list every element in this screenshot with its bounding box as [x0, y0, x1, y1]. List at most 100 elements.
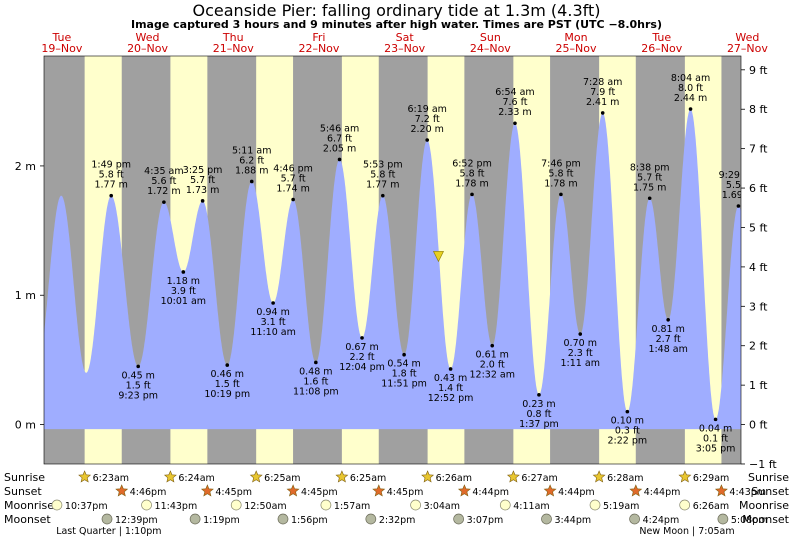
moonrise-icon [410, 499, 421, 511]
moonrise-icon [499, 499, 511, 511]
moonset-icon [101, 513, 113, 525]
moonrise-icon [230, 499, 242, 511]
low-tide-label: 1:48 am [648, 344, 687, 355]
low-tide-label: 0.61 m [476, 350, 509, 361]
high-tide-label: 2.20 m [410, 124, 443, 135]
high-tide-label: 6.2 ft [239, 155, 264, 166]
tide-point [314, 360, 318, 365]
high-tide-label: 1.75 m [633, 182, 666, 193]
tide-point [136, 364, 140, 369]
y-tick-label-right: 0 ft [749, 419, 768, 432]
tide-point [600, 111, 605, 115]
low-tide-label: 3.1 ft [261, 317, 286, 328]
sunset-row-label-right: Sunset [751, 485, 789, 498]
high-tide-label: 7:46 pm [541, 158, 581, 169]
tide-point [200, 199, 205, 203]
sunset-icon [543, 484, 557, 497]
low-tide-label: 0.43 m [434, 373, 467, 384]
low-tide-label: 1:37 pm [519, 419, 559, 430]
sunrise-time: 6:29am [693, 473, 729, 484]
low-tide-label: 3.9 ft [171, 286, 196, 297]
current-level-marker [433, 251, 444, 263]
sunrise-icon [506, 470, 520, 483]
sunrise-icon [335, 470, 349, 483]
moonrise-row-label-right: Moonrise [739, 499, 789, 512]
high-tide-label: 4:35 am [144, 166, 183, 177]
moonset-icon [541, 513, 552, 525]
high-tide-label: 1.78 m [455, 178, 488, 189]
y-tick-label-right: 3 ft [749, 300, 768, 313]
moonrise-time: 3:04am [424, 501, 460, 512]
tide-point [559, 192, 563, 197]
moonrise-time: 6:26am [693, 501, 729, 512]
high-tide-label: 4:46 pm [273, 164, 313, 175]
low-tide-label: 11:10 am [250, 327, 295, 338]
moonrise-time: 1:57am [334, 501, 370, 512]
chart-title: Oceanside Pier: falling ordinary tide at… [192, 1, 601, 20]
high-tide-label: 5:53 pm [363, 160, 403, 171]
low-tide-label: 10:19 pm [204, 389, 250, 400]
low-tide-label: 12:04 pm [339, 362, 385, 373]
high-tide-label: 1.73 m [186, 185, 219, 196]
moonrise-icon [141, 499, 152, 511]
low-tide-label: 12:52 pm [428, 393, 474, 404]
sunrise-time: 6:27am [521, 473, 557, 484]
high-tide-label: 1.77 m [366, 180, 399, 191]
day-date-label: 25–Nov [556, 42, 597, 55]
high-tide-label: 5.5 ft [726, 180, 751, 191]
tide-point [537, 393, 541, 397]
moonrise-icon [589, 499, 601, 511]
high-tide-label: 9:29 pm [719, 170, 759, 181]
low-tide-label: 3:05 pm [696, 443, 736, 454]
high-tide-label: 5.6 ft [151, 176, 176, 187]
y-tick-label-right: 4 ft [749, 261, 768, 274]
moonset-time: 5:08pm [731, 515, 768, 526]
sunset-icon [372, 484, 386, 497]
y-tick-label-left: 0 m [15, 419, 36, 432]
high-tide-label: 1.72 m [147, 186, 180, 197]
plot-area: 1:49 pm5.8 ft1.77 m0.45 m1.5 ft9:23 pm4:… [44, 56, 759, 464]
moonset-time: 3:07pm [467, 515, 504, 526]
moonrise-icon [51, 499, 63, 511]
high-tide-label: 5:46 am [320, 123, 359, 134]
moonset-icon [189, 513, 201, 525]
day-weekday-label: Mon [564, 31, 587, 44]
low-tide-label: 0.54 m [387, 359, 420, 370]
day-date-label: 20–Nov [127, 42, 168, 55]
tide-point [448, 367, 453, 371]
y-tick-label-right: 2 ft [749, 340, 768, 353]
sunset-time: 4:44pm [472, 487, 509, 498]
sunset-time: 4:43pm [729, 487, 766, 498]
low-tide-label: 0.10 m [611, 416, 644, 427]
high-tide-label: 7.9 ft [590, 87, 615, 98]
tide-point [162, 200, 166, 204]
low-tide-label: 0.23 m [522, 399, 555, 410]
sunrise-icon [249, 470, 263, 483]
low-tide-label: 0.94 m [256, 307, 289, 318]
tide-point [181, 270, 186, 274]
high-tide-label: 2.41 m [586, 97, 619, 108]
low-tide-label: 12:32 am [469, 370, 514, 381]
y-tick-label-right: 8 ft [749, 103, 768, 116]
high-tide-label: 2.05 m [323, 143, 356, 154]
plot-frame [43, 55, 742, 465]
sunset-time: 4:44pm [644, 487, 681, 498]
low-tide-label: 0.70 m [564, 338, 597, 349]
tide-point [625, 409, 630, 414]
sunset-time: 4:45pm [301, 487, 338, 498]
high-tide-label: 8:04 am [671, 73, 710, 84]
low-tide-label: 1.8 ft [392, 369, 417, 380]
low-tide-label: 0.8 ft [526, 409, 551, 420]
day-weekday-label: Wed [136, 31, 160, 44]
low-tide-label: 2:22 pm [608, 436, 648, 447]
moonset-time: 12:39pm [115, 515, 158, 526]
high-tide-label: 2.44 m [674, 93, 707, 104]
tide-point [713, 417, 718, 422]
y-tick-label-left: 2 m [15, 160, 36, 173]
y-tick-label-left: 1 m [15, 289, 36, 302]
sunrise-icon [678, 470, 692, 483]
tide-point [380, 193, 385, 198]
moonset-icon [453, 513, 464, 525]
low-tide-label: 1.5 ft [126, 380, 151, 391]
